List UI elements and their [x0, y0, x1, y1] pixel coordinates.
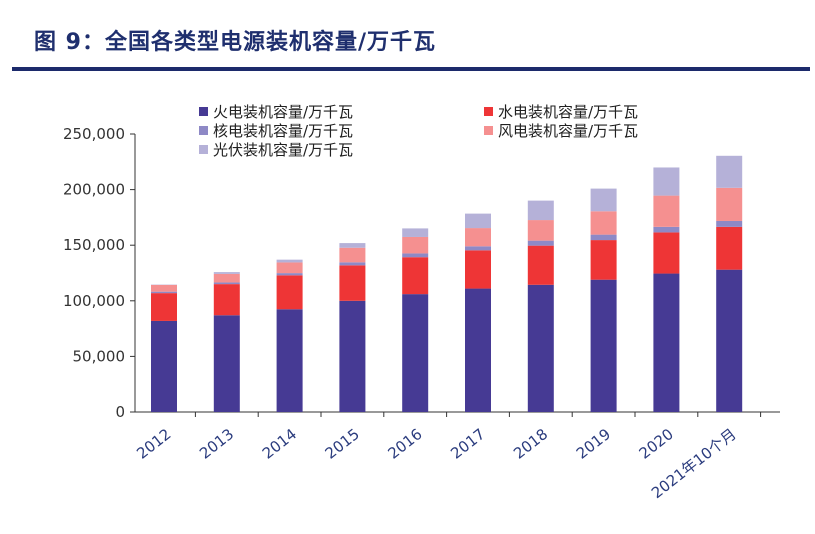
bar-nuclear-3	[339, 262, 366, 266]
legend-item-wind: 风电装机容量/万千瓦	[484, 120, 638, 141]
bar-thermal-6	[527, 284, 554, 412]
bar-nuclear-7	[590, 234, 617, 241]
bar-thermal-0	[151, 320, 177, 412]
bar-nuclear-1	[213, 282, 240, 285]
bar-hydro-1	[213, 284, 240, 316]
bar-wind-7	[590, 211, 617, 235]
bar-hydro-5	[465, 250, 491, 289]
bar-thermal-3	[339, 300, 366, 412]
bar-wind-9	[716, 187, 743, 221]
legend-swatch-thermal	[199, 107, 208, 116]
bar-solar-1	[213, 272, 240, 274]
bar-wind-4	[402, 236, 429, 254]
bar-wind-8	[653, 195, 680, 227]
x-category-label: 2015	[322, 425, 363, 463]
bar-thermal-4	[402, 294, 429, 412]
y-tick-label: 50,000	[73, 347, 126, 365]
bar-solar-9	[716, 155, 743, 188]
legend-label-wind: 风电装机容量/万千瓦	[498, 122, 639, 140]
bar-nuclear-5	[465, 246, 491, 251]
bar-wind-2	[276, 262, 303, 274]
x-category-label: 2014	[259, 425, 300, 463]
x-category-label: 2020	[636, 425, 677, 463]
bar-wind-5	[465, 228, 491, 247]
bar-nuclear-6	[527, 240, 554, 246]
bar-thermal-8	[653, 273, 680, 412]
legend-swatch-hydro	[484, 107, 493, 116]
page-title: 图 9：全国各类型电源装机容量/万千瓦	[34, 30, 437, 55]
bar-solar-8	[653, 167, 680, 196]
legend-item-nuclear: 核电装机容量/万千瓦	[199, 120, 353, 141]
bar-solar-7	[590, 188, 617, 212]
legend-label-solar: 光伏装机容量/万千瓦	[213, 141, 354, 159]
bar-nuclear-2	[276, 273, 303, 276]
bar-nuclear-0	[151, 291, 177, 294]
bar-solar-2	[276, 259, 303, 263]
bar-nuclear-4	[402, 253, 429, 258]
y-tick-label: 250,000	[63, 125, 125, 143]
bar-thermal-9	[716, 269, 743, 412]
bar-hydro-8	[653, 232, 680, 274]
legend-item-solar: 光伏装机容量/万千瓦	[199, 139, 353, 160]
legend-label-hydro: 水电装机容量/万千瓦	[498, 103, 639, 121]
legend-swatch-nuclear	[199, 126, 208, 135]
bar-thermal-5	[465, 288, 491, 412]
bar-thermal-1	[213, 315, 240, 412]
bar-thermal-2	[276, 309, 303, 412]
bar-thermal-7	[590, 279, 617, 412]
x-category-label: 2016	[384, 425, 425, 463]
y-tick-label: 0	[115, 403, 125, 421]
bar-solar-5	[465, 213, 491, 229]
legend-item-thermal: 火电装机容量/万千瓦	[199, 101, 353, 122]
bar-hydro-6	[527, 245, 554, 285]
bar-hydro-7	[590, 240, 617, 280]
bar-hydro-3	[339, 265, 366, 301]
x-category-label: 2017	[447, 425, 488, 463]
bar-hydro-4	[402, 257, 429, 295]
y-tick-label: 150,000	[63, 236, 125, 254]
bar-hydro-2	[276, 275, 303, 310]
legend-item-hydro: 水电装机容量/万千瓦	[484, 101, 638, 122]
bar-wind-3	[339, 247, 366, 263]
legend-swatch-wind	[484, 126, 493, 135]
bar-solar-3	[339, 243, 366, 248]
bar-solar-4	[402, 228, 429, 237]
x-category-label: 2019	[573, 425, 614, 463]
legend-label-thermal: 火电装机容量/万千瓦	[213, 103, 354, 121]
bar-nuclear-9	[716, 220, 743, 227]
legend-label-nuclear: 核电装机容量/万千瓦	[213, 122, 354, 140]
bar-hydro-0	[151, 293, 177, 321]
x-category-label: 2012	[133, 425, 174, 463]
bar-wind-0	[151, 284, 177, 292]
x-category-label: 2013	[196, 425, 237, 463]
y-tick-label: 200,000	[63, 181, 125, 199]
legend-swatch-solar	[199, 145, 208, 154]
bar-wind-6	[527, 220, 554, 241]
title-divider	[12, 67, 810, 71]
bar-hydro-9	[716, 226, 743, 270]
bar-wind-1	[213, 273, 240, 283]
bar-nuclear-8	[653, 226, 680, 233]
x-category-label: 2018	[510, 425, 551, 463]
y-tick-label: 100,000	[63, 292, 125, 310]
bar-solar-6	[527, 200, 554, 221]
